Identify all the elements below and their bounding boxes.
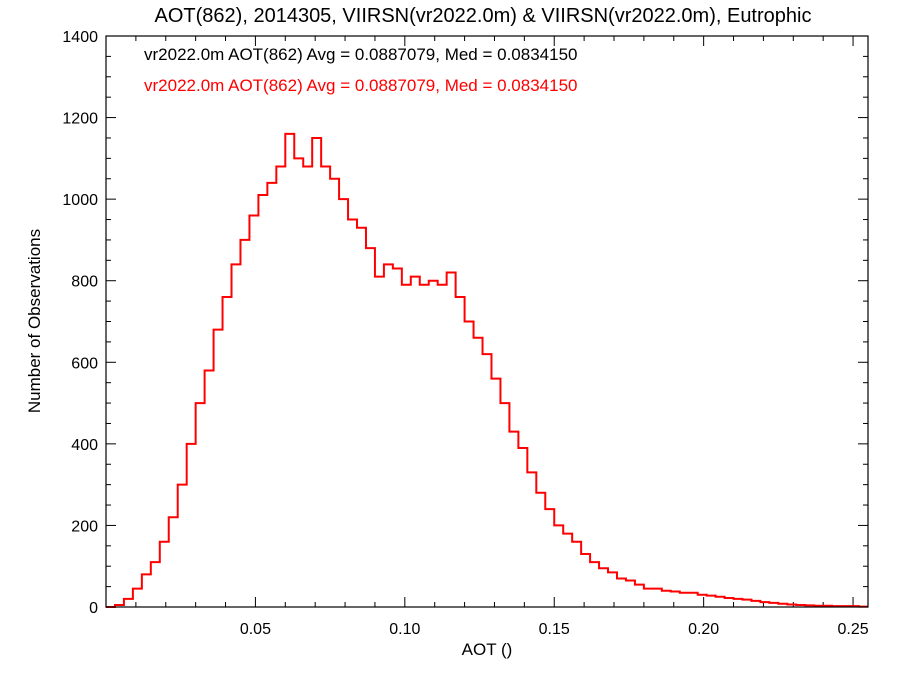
stats-annotation-black: vr2022.0m AOT(862) Avg = 0.0887079, Med … — [144, 45, 578, 64]
x-axis-label: AOT () — [462, 640, 513, 659]
stats-annotation-red: vr2022.0m AOT(862) Avg = 0.0887079, Med … — [144, 76, 578, 95]
y-tick-label: 0 — [89, 600, 98, 617]
chart-title: AOT(862), 2014305, VIIRSN(vr2022.0m) & V… — [155, 5, 812, 27]
x-tick-label: 0.05 — [240, 621, 271, 638]
x-tick-label: 0.10 — [389, 621, 420, 638]
x-tick-label: 0.25 — [837, 621, 868, 638]
histogram-series-line-1 — [106, 132, 868, 608]
axis-ticks: 0.05 0.10 0.15 0.20 0.25 0 200 400 600 800 1000 120… — [62, 29, 868, 638]
y-tick-label: 1400 — [62, 29, 98, 46]
y-tick-label: 200 — [71, 518, 98, 535]
y-axis-label: Number of Observations — [25, 229, 44, 413]
histogram-series-line-0 — [106, 133, 868, 608]
plot-frame — [105, 35, 869, 608]
y-tick-label: 600 — [71, 355, 98, 372]
x-tick-label: 0.15 — [539, 621, 570, 638]
y-tick-label: 1200 — [62, 111, 98, 128]
y-tick-label: 1000 — [62, 192, 98, 209]
y-tick-label: 800 — [71, 274, 98, 291]
y-tick-label: 400 — [71, 437, 98, 454]
x-tick-label: 0.20 — [688, 621, 719, 638]
histogram-series — [106, 132, 868, 608]
